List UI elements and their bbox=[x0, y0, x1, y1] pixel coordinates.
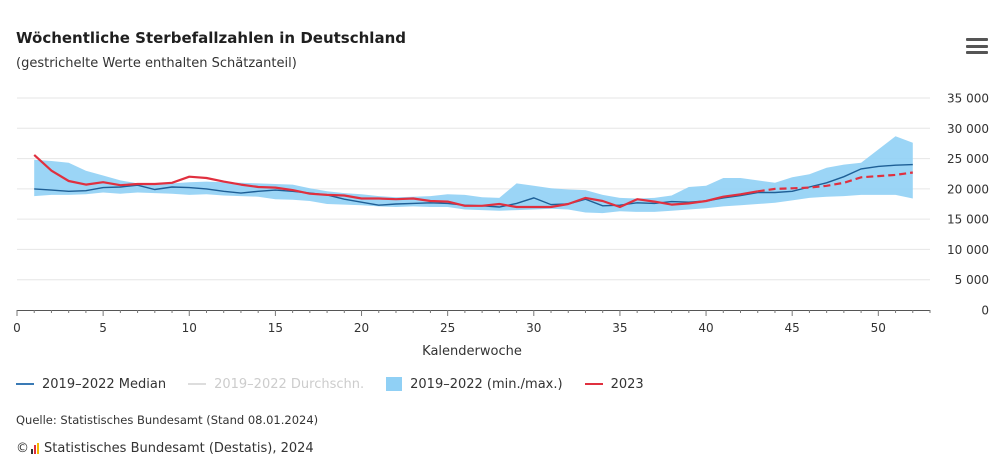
legend-item-2023[interactable]: 2023 bbox=[584, 376, 644, 392]
line-2023 bbox=[33, 154, 758, 209]
legend: 2019–2022 Median 2019–2022 Durchschn. 20… bbox=[16, 374, 666, 394]
source-note: Quelle: Statistisches Bundesamt (Stand 0… bbox=[16, 413, 319, 427]
y-tick-label: 20 000 bbox=[947, 182, 989, 196]
legend-label-median: 2019–2022 Median bbox=[42, 376, 167, 392]
x-tick-label: 25 bbox=[440, 321, 455, 335]
minmax-band-layer bbox=[34, 136, 913, 214]
legend-label-average: 2019–2022 Durchschn. bbox=[214, 376, 365, 392]
y-axis-labels: 0 5 000 10 000 15 000 20 000 25 000 30 000 35 0… bbox=[947, 92, 989, 318]
x-tick-label: 15 bbox=[268, 321, 283, 335]
gridlines bbox=[17, 97, 930, 281]
x-tick-label: 0 bbox=[13, 321, 21, 335]
y-tick-label: 15 000 bbox=[947, 213, 989, 227]
destatis-logo-icon bbox=[31, 443, 40, 454]
x-axis: 0 5 10 15 20 25 30 35 40 45 50 bbox=[13, 310, 931, 335]
x-tick-label: 50 bbox=[871, 321, 886, 335]
hamburger-menu-icon[interactable] bbox=[966, 36, 988, 56]
copyright-symbol: © bbox=[16, 441, 29, 456]
legend-swatch-2023 bbox=[584, 383, 603, 385]
y-tick-label: 10 000 bbox=[947, 243, 989, 257]
y-tick-label: 25 000 bbox=[947, 152, 989, 166]
legend-swatch-median bbox=[16, 383, 34, 385]
x-tick-label: 30 bbox=[526, 321, 541, 335]
x-axis-title: Kalenderwoche bbox=[422, 344, 522, 359]
x-tick-label: 5 bbox=[99, 321, 107, 335]
x-tick-label: 35 bbox=[612, 321, 627, 335]
x-tick-label: 10 bbox=[182, 321, 197, 335]
y-tick-label: 35 000 bbox=[947, 92, 989, 106]
y-tick-label: 5 000 bbox=[955, 273, 989, 287]
copyright-line: © Statistisches Bundesamt (Destatis), 20… bbox=[16, 441, 314, 456]
line-2023-estimated bbox=[757, 171, 913, 193]
minmax-band bbox=[34, 136, 913, 214]
x-tick-label: 45 bbox=[785, 321, 800, 335]
chart-subtitle: (gestrichelte Werte enthalten Schätzante… bbox=[16, 56, 297, 71]
y-tick-label: 0 bbox=[981, 304, 989, 318]
legend-item-average[interactable]: 2019–2022 Durchschn. bbox=[188, 377, 364, 392]
copyright-text: Statistisches Bundesamt (Destatis), 2024 bbox=[44, 441, 314, 456]
legend-label-minmax: 2019–2022 (min./max.) bbox=[410, 376, 563, 392]
chart-svg: 0 5 10 15 20 25 30 35 40 45 50 0 5 000 10 000 15 000 2… bbox=[13, 92, 989, 360]
y-tick-label: 30 000 bbox=[947, 122, 989, 136]
series-lines bbox=[33, 154, 913, 209]
legend-item-median[interactable]: 2019–2022 Median bbox=[16, 377, 166, 392]
chart-title: Wöchentliche Sterbefallzahlen in Deutsch… bbox=[16, 29, 406, 47]
legend-label-2023: 2023 bbox=[610, 376, 644, 392]
x-tick-label: 20 bbox=[354, 321, 369, 335]
x-tick-label: 40 bbox=[698, 321, 713, 335]
legend-swatch-average bbox=[188, 383, 207, 385]
legend-item-minmax[interactable]: 2019–2022 (min./max.) bbox=[386, 376, 563, 392]
legend-swatch-minmax bbox=[386, 377, 403, 391]
